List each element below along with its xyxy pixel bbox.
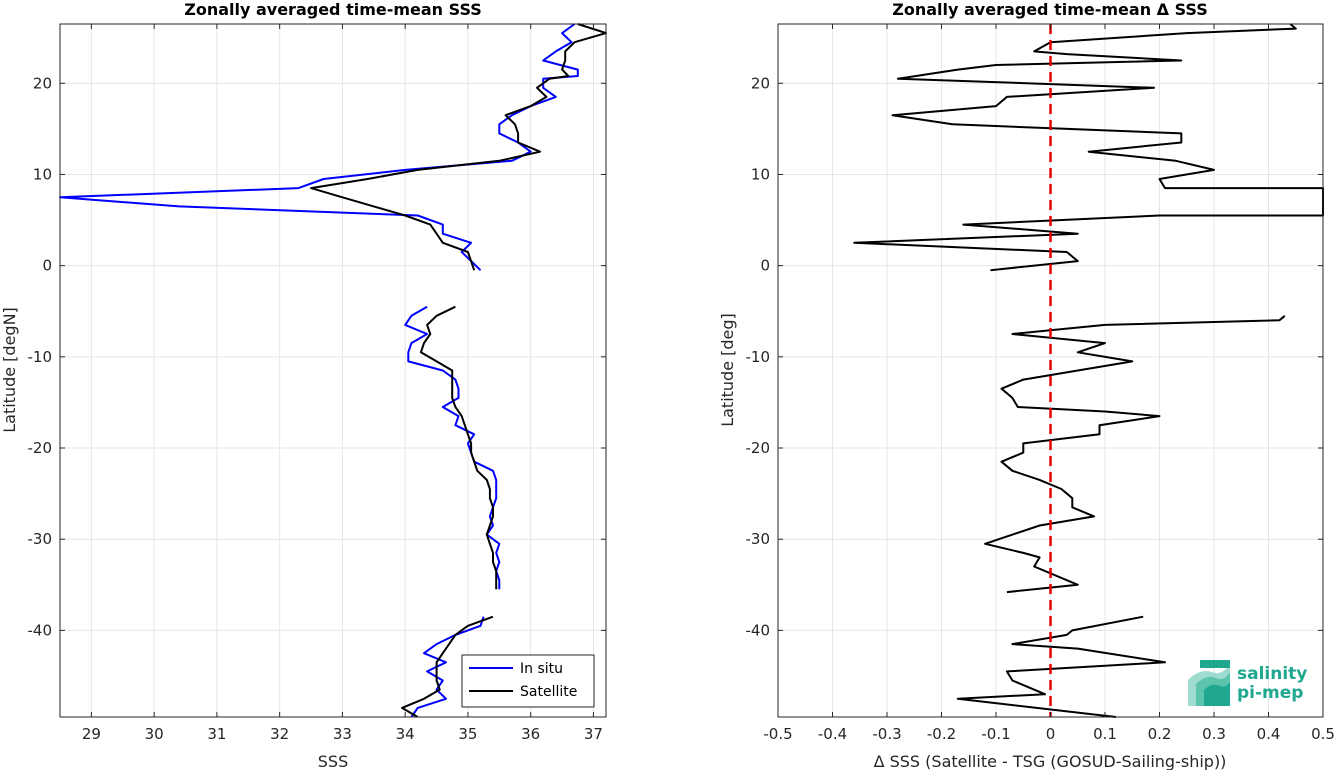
series-line-series-0	[853, 23, 1324, 272]
y-tick-label: 0	[42, 257, 52, 275]
logo-text-pi-mep: pi-mep	[1237, 683, 1303, 703]
y-tick-label: -10	[28, 348, 53, 366]
y-tick-label: -40	[28, 621, 53, 639]
right-panel: -0.5 -0.4 -0.3 -0.2 -0.1 0 0.1 0.2 0.3 0.4 0.5 -40 -…	[718, 0, 1335, 770]
legend-label-in-situ: In situ	[520, 661, 563, 677]
x-tick-label: 34	[396, 725, 415, 743]
logo-wave-icon	[1188, 660, 1230, 706]
y-tick-label: -20	[28, 439, 53, 457]
left-x-axis-label: SSS	[318, 752, 348, 770]
series-line-satellite	[419, 305, 498, 590]
right-x-axis-label: Δ SSS (Satellite - TSG (GOSUD-Sailing-sh…	[874, 752, 1227, 770]
x-tick-label: 0.3	[1202, 725, 1226, 743]
right-ticks: -0.5 -0.4 -0.3 -0.2 -0.1 0 0.1 0.2 0.3 0.4 0.5 -40 -…	[746, 24, 1335, 743]
x-tick-label: 0	[1046, 725, 1056, 743]
x-tick-label: 0.2	[1148, 725, 1172, 743]
left-panel: 29 30 31 32 33 34 35 36 37 -40 -30 -20 -10 0 10 20 Zona…	[0, 0, 607, 770]
x-tick-label: 29	[82, 725, 101, 743]
salinity-pi-mep-logo: salinity pi-mep	[1188, 660, 1307, 706]
x-tick-label: 0.1	[1093, 725, 1117, 743]
series-line-satellite	[401, 615, 494, 718]
y-tick-label: -40	[746, 621, 771, 639]
logo-text-salinity: salinity	[1237, 664, 1307, 684]
right-chart-title: Zonally averaged time-mean Δ SSS	[892, 0, 1208, 19]
series-line-in-situ	[404, 305, 501, 590]
x-tick-label: 33	[333, 725, 352, 743]
legend: In situ Satellite	[461, 654, 595, 708]
x-tick-label: 0.5	[1311, 725, 1335, 743]
x-tick-label: 31	[207, 725, 226, 743]
right-plot-lines	[853, 23, 1324, 718]
series-line-in-situ	[59, 23, 579, 271]
left-grid	[60, 24, 606, 717]
x-tick-label: 32	[270, 725, 289, 743]
x-tick-label: -0.4	[818, 725, 847, 743]
y-tick-label: 0	[760, 257, 770, 275]
x-tick-label: 0.4	[1257, 725, 1281, 743]
series-line-series-0	[956, 615, 1166, 718]
x-tick-label: 35	[458, 725, 477, 743]
right-y-axis-label: Latitude [deg]	[718, 313, 737, 427]
x-tick-label: 37	[584, 725, 603, 743]
y-tick-label: -30	[746, 530, 771, 548]
legend-label-satellite: Satellite	[520, 684, 577, 700]
x-tick-label: -0.2	[927, 725, 956, 743]
y-tick-label: 10	[33, 165, 52, 183]
legend-box	[461, 654, 595, 708]
left-chart-title: Zonally averaged time-mean SSS	[184, 0, 482, 19]
y-tick-label: 10	[751, 165, 770, 183]
x-tick-label: -0.3	[872, 725, 901, 743]
x-tick-label: -0.5	[763, 725, 792, 743]
y-tick-label: 20	[33, 74, 52, 92]
y-tick-label: -20	[746, 439, 771, 457]
x-tick-label: 36	[521, 725, 540, 743]
y-tick-label: -30	[28, 530, 53, 548]
left-plot-lines	[59, 23, 607, 718]
x-tick-label: -0.1	[981, 725, 1010, 743]
left-y-axis-label: Latitude [degN]	[0, 307, 19, 433]
x-tick-label: 30	[145, 725, 164, 743]
left-ticks: 29 30 31 32 33 34 35 36 37 -40 -30 -20 -10 0 10 20	[28, 24, 606, 743]
series-line-series-0	[984, 315, 1286, 594]
series-line-satellite	[310, 23, 607, 271]
y-tick-label: -10	[746, 348, 771, 366]
y-tick-label: 20	[751, 74, 770, 92]
left-axes-box	[59, 23, 607, 718]
